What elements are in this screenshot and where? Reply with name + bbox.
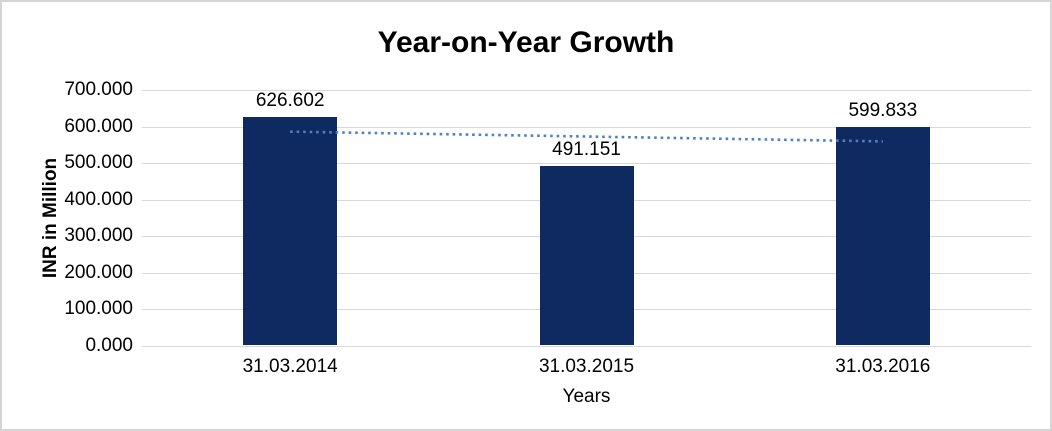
y-tick-label: 500.000: [64, 152, 133, 173]
gridline: [142, 162, 1031, 164]
y-tick-label: 0.000: [85, 334, 133, 356]
gridline: [142, 89, 1031, 91]
gridline: [142, 126, 1031, 128]
y-tick-label: 600.000: [64, 115, 133, 137]
y-tick-label: 700.000: [64, 79, 133, 100]
x-tick-label: 31.03.2014: [242, 356, 338, 377]
bar-value-label: 626.602: [255, 89, 325, 111]
y-axis-title: INR in Million: [40, 157, 61, 279]
x-axis-title: Years: [562, 386, 611, 407]
y-tick-label: 100.000: [64, 298, 133, 319]
y-tick-label: 400.000: [64, 188, 133, 210]
bar: [539, 166, 634, 346]
chart-title: Year-on-Year Growth: [377, 26, 675, 59]
y-tick-label: 200.000: [64, 261, 133, 283]
bar: [835, 126, 930, 346]
bar-value-label: 491.151: [552, 139, 621, 161]
gridline: [142, 345, 1031, 347]
x-tick-label: 31.03.2016: [835, 356, 931, 377]
bar-value-label: 599.833: [848, 99, 918, 121]
y-tick-label: 300.000: [64, 225, 133, 246]
bar: [243, 116, 338, 346]
x-tick-label: 31.03.2015: [538, 356, 635, 377]
